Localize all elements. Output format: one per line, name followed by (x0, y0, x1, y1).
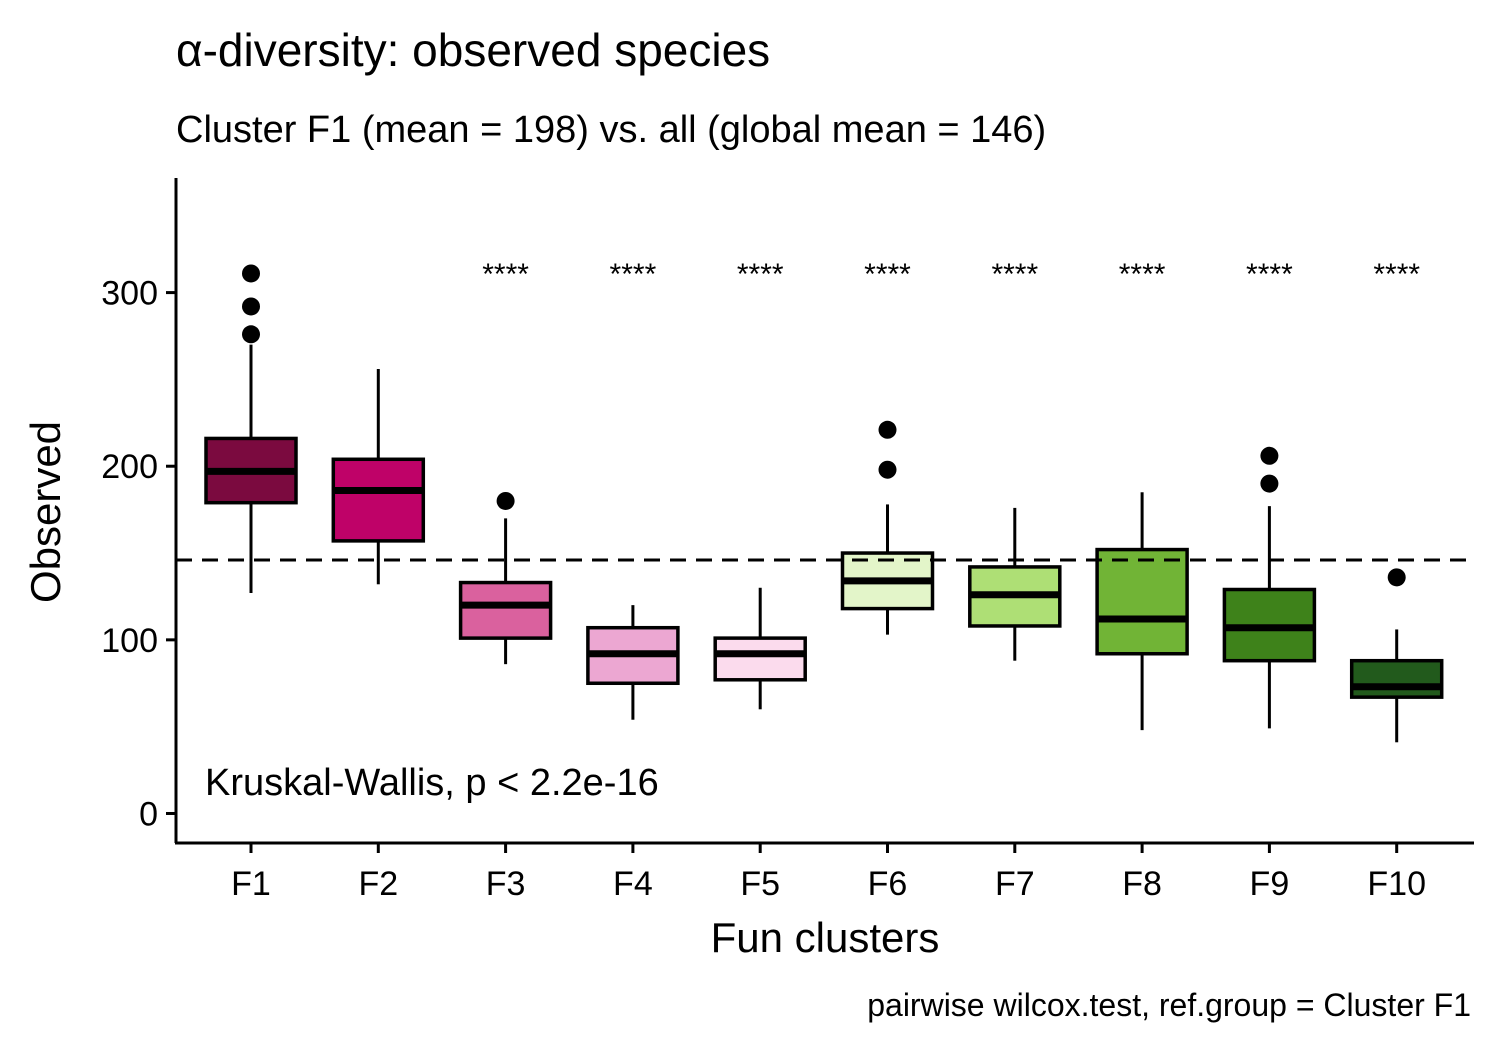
iqr-box (458, 580, 553, 640)
significance-label: **** (737, 258, 784, 291)
outlier-point (496, 491, 515, 510)
box-f3: **** (458, 258, 553, 665)
outlier-point (242, 264, 260, 283)
box-f5: **** (713, 258, 807, 710)
box-f4: **** (586, 258, 680, 720)
chart-subtitle: Cluster F1 (mean = 198) vs. all (global … (176, 109, 1046, 151)
x-tick-label: F1 (231, 865, 271, 903)
box-f6: **** (840, 258, 935, 635)
outlier-point (242, 297, 260, 316)
iqr-box (1095, 547, 1189, 656)
y-tick-label: 0 (139, 795, 158, 833)
box-f8: **** (1095, 258, 1189, 731)
x-tick-label: F3 (486, 865, 526, 903)
chart-caption: pairwise wilcox.test, ref.group = Cluste… (867, 987, 1471, 1023)
box-f2 (331, 368, 426, 585)
plot-area: **** **** **** **** **** **** **** **** (176, 258, 1474, 743)
y-axis: 0 100 200 300 (101, 275, 176, 833)
significance-label: **** (864, 258, 911, 291)
significance-label: **** (610, 258, 657, 291)
y-tick-label: 300 (101, 275, 158, 313)
box-f1 (204, 264, 298, 593)
x-tick-label: F7 (995, 865, 1035, 903)
box-f9: **** (1222, 258, 1317, 729)
x-tick-label: F6 (868, 865, 908, 903)
significance-label: **** (991, 258, 1038, 291)
x-tick-label: F5 (740, 865, 780, 903)
x-tick-label: F8 (1122, 865, 1162, 903)
iqr-box (713, 636, 807, 682)
x-axis-title: Fun clusters (711, 914, 940, 961)
y-axis-title: Observed (22, 421, 69, 603)
x-tick-label: F4 (613, 865, 653, 903)
x-tick-label: F10 (1367, 865, 1426, 903)
outlier-point (1260, 446, 1279, 465)
box-f7: **** (968, 258, 1062, 661)
iqr-box (1349, 658, 1444, 699)
y-tick-label: 100 (101, 622, 158, 660)
significance-label: **** (1373, 258, 1420, 291)
significance-label: **** (482, 258, 529, 291)
outlier-point (878, 420, 897, 439)
outlier-point (1387, 568, 1406, 587)
significance-label: **** (1246, 258, 1293, 291)
significance-label: **** (1119, 258, 1166, 291)
outlier-point (1260, 474, 1279, 493)
chart-title: α-diversity: observed species (176, 24, 770, 76)
x-tick-label: F2 (358, 865, 398, 903)
kruskal-wallis-annotation: Kruskal-Wallis, p < 2.2e-16 (205, 762, 659, 804)
box-f10: **** (1349, 258, 1444, 743)
outlier-point (242, 325, 260, 344)
iqr-box (331, 457, 426, 543)
y-tick-label: 200 (101, 448, 158, 486)
outlier-point (878, 460, 897, 479)
x-tick-label: F9 (1250, 865, 1290, 903)
x-axis: F1 F2 F3 F4 F5 F6 F7 F8 F9 F10 (231, 843, 1426, 903)
